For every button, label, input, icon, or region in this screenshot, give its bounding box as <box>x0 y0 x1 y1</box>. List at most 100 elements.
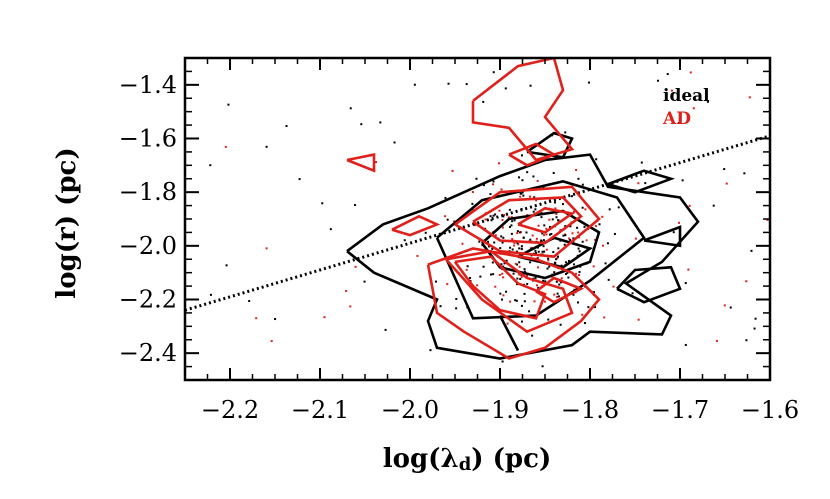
scatter-point-ad <box>530 246 533 249</box>
scatter-point-ideal <box>516 242 519 245</box>
scatter-point-ideal <box>298 178 301 181</box>
scatter-point-ad <box>594 225 597 228</box>
scatter-point-ideal <box>540 239 543 242</box>
scatter-point-ideal <box>349 107 352 110</box>
scatter-point-ideal <box>475 177 478 180</box>
scatter-point-ad <box>766 218 769 221</box>
contour-ideal <box>616 265 682 304</box>
x-tick-label: −1.7 <box>651 396 709 424</box>
scatter-point-ad <box>471 191 474 194</box>
legend-ideal: ideal <box>663 86 710 106</box>
contour-ad <box>453 255 547 320</box>
scatter-point-ad <box>536 179 539 182</box>
scatter-point-ideal <box>513 219 516 222</box>
scatter-point-ad <box>634 237 637 240</box>
scatter-point-ad <box>502 276 505 279</box>
scatter-point-ideal <box>572 263 575 266</box>
contour-ad <box>426 247 601 360</box>
scatter-point-ad <box>349 305 352 308</box>
scatter-point-ideal <box>487 245 490 248</box>
scatter-point-ad <box>715 339 718 342</box>
scatter-point-ad <box>577 231 580 234</box>
scatter-point-ideal <box>572 293 575 296</box>
scatter-point-ad <box>507 216 510 219</box>
scatter-point-ad <box>518 265 521 268</box>
scatter-point-ad <box>748 96 751 99</box>
scatter-point-ideal <box>360 123 363 126</box>
scatter-point-ideal <box>540 216 543 219</box>
scatter-point-ideal <box>529 238 532 241</box>
scatter-point-ideal <box>518 261 521 264</box>
scatter-point-ideal <box>329 228 332 231</box>
scatter-point-ideal <box>684 282 687 285</box>
scatter-point-ad <box>687 268 690 271</box>
scatter-point-ideal <box>608 208 611 211</box>
scatter-point-ideal <box>519 278 522 281</box>
scatter-point-ideal <box>510 232 513 235</box>
scatter-point-ad <box>725 182 728 185</box>
scatter-point-ideal <box>542 279 545 282</box>
scatter-point-ad <box>323 316 326 319</box>
scatter-point-ideal <box>227 103 230 106</box>
scatter-point-ad <box>501 226 504 229</box>
scatter-point-ideal <box>567 276 570 279</box>
scatter-point-ad <box>554 207 557 210</box>
scatter-point-ideal <box>490 273 493 276</box>
scatter-point-ideal <box>550 232 553 235</box>
scatter-point-ad <box>270 340 273 343</box>
scatter-point-ideal <box>557 219 560 222</box>
x-tick-label: −2.2 <box>201 396 259 424</box>
scatter-point-ideal <box>547 318 550 321</box>
fit-line-group <box>185 134 770 312</box>
scatter-point-ad <box>255 317 258 320</box>
scatter-point-ad <box>533 300 536 303</box>
fit-line <box>185 134 770 312</box>
scatter-point-ad <box>585 239 588 242</box>
scatter-point-ideal <box>520 320 523 323</box>
scatter-point-ad <box>416 254 419 257</box>
y-tick-labels: −2.4 −2.2 −2.0 −1.8 −1.6 −1.4 <box>119 71 177 367</box>
scatter-point-ideal <box>684 343 687 346</box>
scatter-point-ideal <box>511 248 514 251</box>
scatter-point-ideal <box>520 247 523 250</box>
y-tick-label: −2.2 <box>119 286 177 314</box>
scatter-point-ad <box>517 243 520 246</box>
scatter-point-ideal <box>677 122 680 125</box>
scatter-point-ideal <box>523 300 526 303</box>
scatter-point-ideal <box>672 231 675 234</box>
scatter-point-ideal <box>504 87 507 90</box>
scatter-point-ideal <box>578 270 581 273</box>
scatter-point-ideal <box>455 307 458 310</box>
scatter-point-ideal <box>354 204 357 207</box>
scatter-point-ideal <box>583 225 586 228</box>
scatter-point-ideal <box>489 215 492 218</box>
scatter-point-ideal <box>754 317 757 320</box>
scatter-point-ad <box>511 238 514 241</box>
scatter-point-ideal <box>529 84 532 87</box>
scatter-point-ideal <box>379 121 382 124</box>
y-tick-label: −1.6 <box>119 125 177 153</box>
scatter-point-ad <box>637 318 640 321</box>
scatter-point-ideal <box>532 210 535 213</box>
scatter-point-ad <box>516 232 519 235</box>
scatter-point-ideal <box>505 290 508 293</box>
scatter-point-ideal <box>248 300 251 303</box>
scatter-point-ad <box>536 256 539 259</box>
x-tick-labels: −2.2 −2.1 −2.0 −1.9 −1.8 −1.7 −1.6 <box>201 396 799 424</box>
scatter-point-ad <box>501 219 504 222</box>
scatter-point-ad <box>519 195 522 198</box>
scatter-point-ideal <box>750 249 753 252</box>
scatter-point-ideal <box>564 131 567 134</box>
scatter-point-ideal <box>522 236 525 239</box>
scatter-point-ideal <box>577 247 580 250</box>
scatter-point-ideal <box>519 192 522 195</box>
scatter-point-ideal <box>465 83 468 86</box>
scatter-point-ad <box>461 242 464 245</box>
scatter-point-ad <box>543 234 546 237</box>
scatter-point-ideal <box>564 225 567 228</box>
scatter-point-ideal <box>508 208 511 211</box>
contour-ad <box>445 249 574 334</box>
scatter-point-ad <box>265 247 268 250</box>
scatter-point-ad <box>451 169 454 172</box>
scatter-point-ideal <box>469 277 472 280</box>
